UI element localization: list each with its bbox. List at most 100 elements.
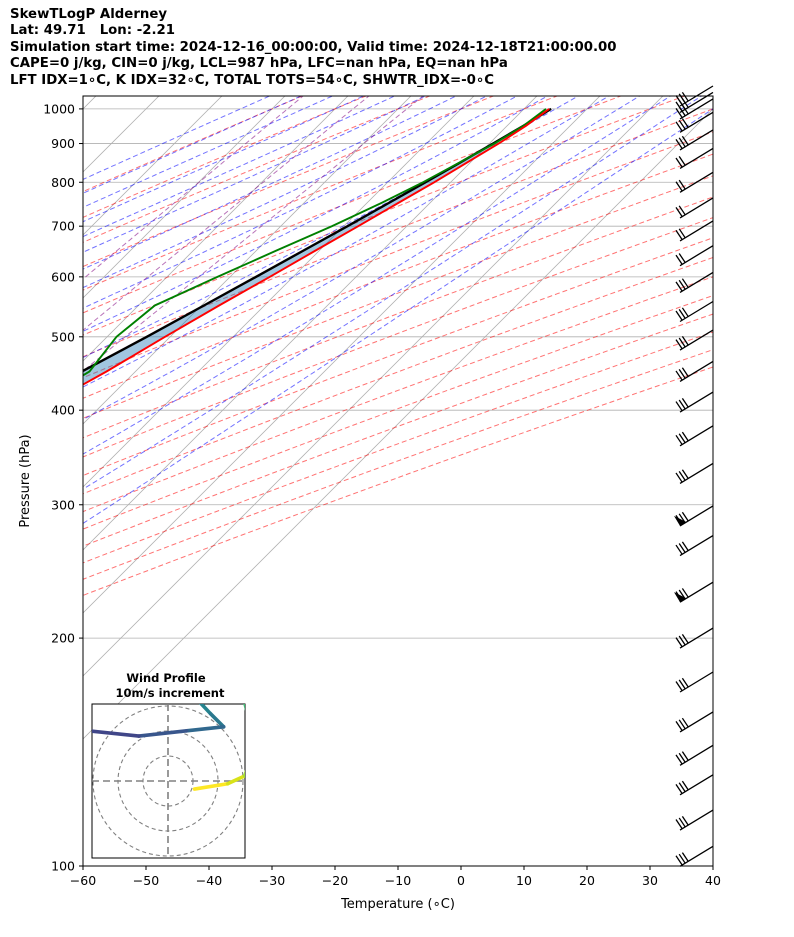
isotherm-gridline [83,96,286,299]
barb-flag [675,139,683,149]
barb-flag [681,135,689,146]
barb-flag [675,207,683,217]
dry-adiabat [83,217,713,458]
moist-adiabat [83,96,672,455]
barb-flag [681,717,689,728]
barb-flag [678,853,686,864]
x-tick-label: −30 [259,873,285,888]
barb-flag [681,397,689,408]
isotherm-gridline [83,96,475,488]
y-axis-label: Pressure (hPa) [18,434,33,527]
barb-flag [681,541,689,552]
header-location: Lat: 49.71 Lon: -2.21 [10,23,176,39]
barb-flag [678,817,686,828]
moist-adiabat [83,96,458,270]
barb-flag [675,819,683,829]
dry-adiabat [83,96,623,314]
barb-flag [675,544,683,555]
wind-barb [675,245,714,267]
barb-flag [678,309,686,319]
moist-adiabat [83,96,519,309]
barb-flag [678,399,686,410]
thermodynamic-guides [83,96,713,596]
barb-flag [678,782,686,793]
wind-barb [675,774,714,796]
dry-adiabat [83,175,713,419]
barb-flag [681,278,689,289]
wind-barb [675,300,714,323]
isotherm-gridline [83,96,538,551]
dry-adiabat [83,366,713,596]
wind-barb [675,329,714,351]
x-tick-label: 20 [579,873,595,888]
y-tick-label: 300 [51,497,75,512]
chart-header: SkewTLogP Alderney Lat: 49.71 Lon: -2.21 S… [10,7,617,89]
mixing-ratio-line [83,96,304,280]
barb-flag [678,106,686,117]
x-tick-label: −50 [133,873,159,888]
hodograph-segment [184,724,226,733]
dry-adiabat [83,331,713,564]
barb-flag [681,815,689,826]
profile-lines [83,107,552,386]
wind-barb [675,711,714,733]
hodograph-segment [248,714,256,743]
wind-barb [675,627,714,649]
barb-flag [678,635,686,646]
moist-adiabat [83,96,641,421]
barb-flag [681,307,689,318]
isotherm-gridline [83,108,713,740]
moist-adiabat [83,96,549,332]
barb-flag [681,91,689,102]
dry-adiabat [83,96,304,193]
wind-barb [675,171,714,193]
y-tick-label: 500 [51,329,75,344]
wind-barb [675,391,714,413]
wind-barb [675,111,714,133]
hodograph-segment [4,728,38,729]
wind-barb [675,809,714,831]
dry-adiabat [83,276,713,513]
inset-title: Wind Profile [126,671,206,685]
inset-rings [92,704,245,858]
barb-flag [675,310,683,321]
barb-flag [675,401,683,411]
barb-flag [678,470,686,481]
barb-flag [681,634,689,644]
barb-flag [675,157,683,168]
x-tick-label: −40 [196,873,222,888]
y-tick-label: 100 [51,859,75,874]
barb-pennant [674,515,686,526]
dry-adiabat [83,196,713,439]
y-tick-label: 400 [51,403,75,418]
barb-flag [678,368,686,379]
wind-barb [675,744,714,766]
x-tick-label: 30 [642,873,658,888]
wind-barb [675,98,714,120]
barb-flag [675,254,683,265]
moist-adiabat [83,96,488,289]
barb-flag [675,721,683,731]
wind-barb [675,147,714,170]
barb-flag [681,852,689,862]
barb-flag [681,469,689,480]
barb-flag [678,679,686,690]
moist-adiabat [83,96,703,490]
wind-barb [675,462,714,484]
moist-adiabat [83,96,580,359]
header-title: SkewTLogP Alderney [10,7,168,22]
barb-flag [675,281,683,292]
barb-flag [681,336,689,346]
dry-adiabat [83,96,559,291]
barb-flag [675,121,683,132]
wind-barb [675,271,714,293]
isotherm-gridline [83,96,223,236]
wind-barb [675,535,714,557]
barb-flag [681,751,689,762]
barb-flag [678,253,686,263]
header-times: Simulation start time: 2024-12-16_00:00:… [10,39,617,55]
barb-flag [675,339,683,349]
x-tick-label: 10 [516,873,532,888]
barb-flag [675,754,683,765]
hodograph [4,704,256,791]
